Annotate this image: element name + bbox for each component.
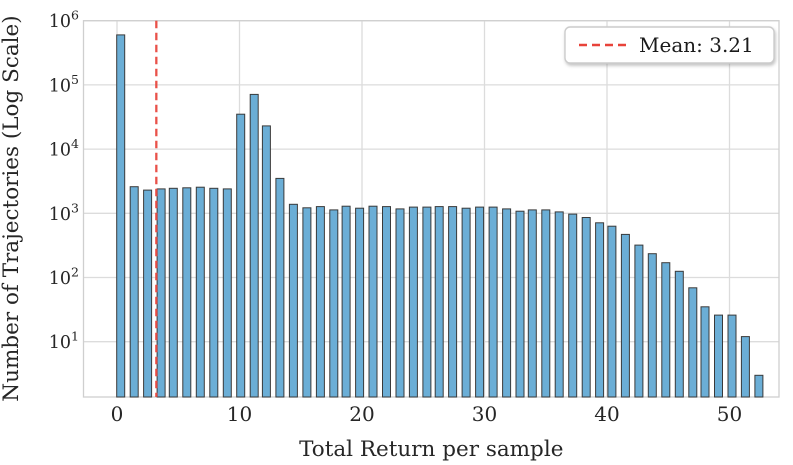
y-tick-label: 103 — [49, 200, 79, 225]
histogram-bar — [461, 207, 471, 398]
histogram-bar — [727, 314, 737, 398]
legend-box — [564, 26, 775, 64]
y-axis-label: Number of Trajectories (Log Scale) — [0, 15, 24, 401]
histogram-bar — [382, 206, 391, 398]
histogram-bar — [261, 125, 271, 398]
histogram-bar — [488, 206, 498, 398]
histogram-bar — [329, 209, 339, 398]
histogram-bar — [222, 188, 232, 398]
histogram-bar — [368, 205, 378, 398]
histogram-bar — [341, 205, 351, 398]
histogram-bar — [288, 203, 298, 398]
histogram-bar — [355, 207, 365, 398]
legend-label: Mean: 3.21 — [639, 33, 754, 57]
histogram-bar — [620, 233, 630, 398]
x-tick-label: 10 — [227, 402, 252, 426]
histogram-bar — [740, 336, 750, 398]
y-tick-label: 106 — [49, 8, 79, 33]
histogram-bar — [168, 187, 178, 398]
histogram-bar — [714, 314, 723, 398]
histogram-bar — [674, 270, 684, 398]
histogram-bar — [568, 213, 578, 398]
histogram-bar — [700, 306, 710, 398]
y-tick-label: 102 — [49, 265, 79, 290]
histogram-bar — [448, 206, 458, 398]
histogram-bar — [554, 211, 564, 398]
x-tick-label: 40 — [594, 402, 619, 426]
y-tick-label: 101 — [49, 329, 79, 354]
histogram-bar — [541, 209, 551, 398]
histogram-bar — [661, 262, 671, 398]
histogram-bar — [634, 244, 644, 398]
histogram-bar — [581, 217, 591, 398]
histogram-bar — [607, 225, 617, 398]
x-tick-label: 30 — [472, 402, 497, 426]
histogram-bar — [275, 177, 285, 398]
histogram-bar — [249, 93, 259, 398]
x-axis-label: Total Return per sample — [299, 437, 563, 462]
histogram-bar — [647, 253, 657, 398]
legend: Mean: 3.21 — [564, 26, 775, 64]
histogram-bar — [209, 187, 219, 398]
x-tick-label: 0 — [111, 402, 124, 426]
y-tick-label: 105 — [49, 72, 79, 97]
histogram-bar — [434, 206, 444, 398]
histogram-bar — [527, 209, 537, 398]
histogram-bar — [195, 186, 205, 398]
histogram-bar — [475, 206, 485, 398]
y-tick-label: 104 — [49, 136, 79, 161]
histogram-bar — [422, 206, 432, 398]
histogram-bar — [754, 374, 764, 398]
histogram-bar — [595, 222, 605, 398]
histogram-bar — [408, 206, 418, 398]
histogram-bar — [515, 210, 525, 398]
histogram-bar — [156, 188, 166, 398]
histogram-bar — [182, 187, 192, 398]
x-tick-label: 20 — [349, 402, 374, 426]
histogram-bar — [502, 208, 512, 398]
histogram-bar — [302, 207, 312, 398]
histogram-bar — [143, 189, 153, 398]
histogram-bar — [116, 34, 126, 398]
histogram-bar — [129, 186, 139, 398]
x-tick-label: 50 — [717, 402, 742, 426]
histogram-bar — [315, 206, 325, 398]
histogram-bar — [236, 113, 246, 398]
histogram-bar — [395, 208, 405, 398]
histogram-bars — [116, 34, 764, 398]
histogram-bar — [688, 287, 698, 398]
